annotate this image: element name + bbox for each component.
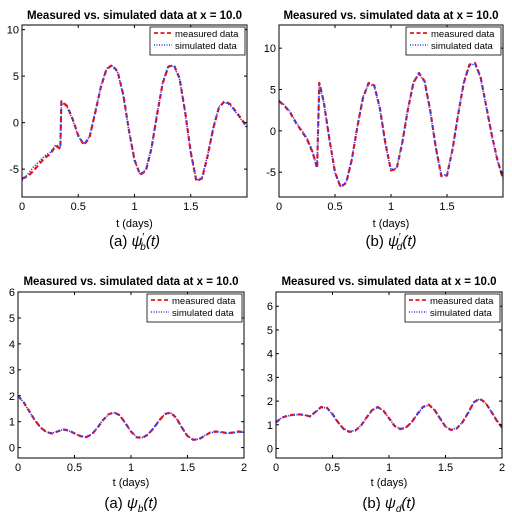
caption-label: (a)	[109, 233, 132, 250]
y-tick-label: 6	[267, 301, 273, 313]
x-axis-label: t (days)	[371, 477, 408, 489]
caption-symbol: ψ	[385, 495, 396, 512]
legend-box	[405, 26, 502, 56]
legend-box	[146, 293, 243, 323]
x-tick-label: 1	[386, 462, 392, 474]
x-tick-label: 1	[388, 201, 394, 213]
x-tick-label: 1	[128, 462, 134, 474]
series-line-simulated	[21, 65, 248, 182]
y-tick-label: 4	[267, 349, 273, 361]
y-tick-label: 0	[13, 118, 19, 130]
sub-caption: (b) ψ′ d(t)	[365, 232, 416, 253]
y-tick-label: 5	[9, 313, 15, 325]
x-axis-label: t (days)	[116, 218, 153, 230]
caption-label: (b)	[365, 233, 388, 250]
y-tick-label: 10	[7, 25, 19, 37]
x-tick-label: 1.5	[183, 201, 198, 213]
legend-label: measured data	[431, 29, 495, 40]
caption-arg: (t)	[146, 233, 160, 250]
x-tick-label: 0	[19, 201, 25, 213]
y-tick-label: 3	[267, 372, 273, 384]
y-tick-label: 2	[9, 391, 15, 403]
legend-label: measured data	[172, 296, 236, 307]
x-tick-label: 1.5	[180, 462, 195, 474]
series-line-simulated	[275, 398, 503, 433]
y-tick-label: -5	[266, 167, 276, 179]
x-tick-label: 0.5	[327, 201, 342, 213]
x-tick-label: 2	[241, 462, 247, 474]
y-tick-label: 5	[267, 325, 273, 337]
caption-arg: (t)	[402, 233, 416, 250]
chart-a-top: 0 0.5 1 1.5 -5 0 5 10 Measured vs. simulated dat…	[7, 10, 248, 253]
y-tick-label: 1	[267, 420, 273, 432]
y-tick-label: 1	[9, 417, 15, 429]
legend-label: simulated data	[172, 308, 235, 319]
y-tick-label: 5	[13, 71, 19, 83]
y-tick-label: 10	[264, 43, 276, 55]
y-tick-label: 0	[270, 126, 276, 138]
x-tick-label: 2	[499, 462, 505, 474]
y-tick-label: 5	[270, 85, 276, 97]
legend-label: simulated data	[175, 41, 238, 52]
series-line-simulated	[278, 63, 504, 188]
sub-caption: (a) ψ′ b(t)	[109, 232, 160, 253]
x-tick-label: 0.5	[71, 201, 86, 213]
caption-subscript: b	[140, 242, 146, 253]
caption-symbol: ψ	[388, 233, 399, 250]
chart-title: Measured vs. simulated data at x = 10.0	[23, 276, 238, 288]
chart-b-bottom: 0 0.5 1 1.5 2 0 1 2 3 4 5 6 Measured vs. simulated d…	[267, 276, 505, 515]
caption-label: (b)	[362, 495, 385, 512]
y-tick-label: 4	[9, 339, 15, 351]
caption-prime: ′	[142, 232, 144, 243]
y-tick-label: -5	[9, 164, 19, 176]
caption-subscript: d	[397, 242, 403, 253]
x-axis-label: t (days)	[373, 218, 410, 230]
chart-b-top: 0 0.5 1 1.5 -5 0 5 10 Measured vs. simulated dat…	[264, 10, 505, 253]
legend-label: measured data	[175, 29, 239, 40]
x-tick-label: 0	[273, 462, 279, 474]
x-tick-label: 0.5	[67, 462, 82, 474]
chart-title: Measured vs. simulated data at x = 10.0	[281, 276, 496, 288]
chart-a-bottom: 0 0.5 1 1.5 2 0 1 2 3 4 5 6 Measured vs. simulated d…	[9, 276, 247, 515]
y-tick-label: 0	[9, 443, 15, 455]
y-tick-label: 2	[267, 396, 273, 408]
x-tick-label: 0.5	[325, 462, 340, 474]
caption-arg: (t)	[401, 495, 415, 512]
x-tick-label: 1.5	[439, 201, 454, 213]
legend-label: simulated data	[431, 41, 494, 52]
sub-caption: (a) ψb(t)	[104, 495, 157, 515]
legend-box	[404, 293, 501, 323]
caption-label: (a)	[104, 495, 127, 512]
legend-box	[149, 26, 246, 56]
caption-prime: ′	[399, 232, 401, 243]
chart-title: Measured vs. simulated data at x = 10.0	[27, 10, 242, 22]
legend-label: simulated data	[430, 308, 493, 319]
chart-title: Measured vs. simulated data at x = 10.0	[283, 10, 498, 22]
caption-arg: (t)	[143, 495, 157, 512]
y-tick-label: 6	[9, 287, 15, 299]
x-axis-label: t (days)	[113, 477, 150, 489]
x-tick-label: 0	[15, 462, 21, 474]
x-tick-label: 1	[131, 201, 137, 213]
caption-subscript: b	[138, 504, 144, 515]
series-line-measured	[21, 63, 248, 183]
legend-label: measured data	[430, 296, 494, 307]
x-tick-label: 1.5	[438, 462, 453, 474]
sub-caption: (b) ψd(t)	[362, 495, 415, 515]
caption-subscript: d	[396, 504, 402, 515]
y-tick-label: 0	[267, 444, 273, 456]
caption-symbol: ψ	[131, 233, 142, 250]
x-tick-label: 0	[276, 201, 282, 213]
y-tick-label: 3	[9, 365, 15, 377]
caption-symbol: ψ	[127, 495, 138, 512]
